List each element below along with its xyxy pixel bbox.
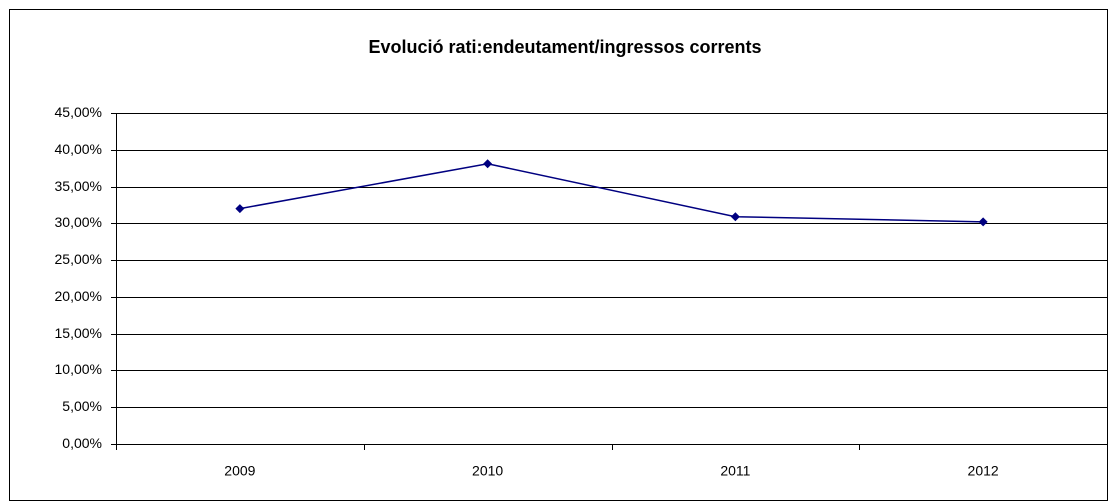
y-tick-label: 35,00% bbox=[55, 178, 102, 194]
data-point bbox=[978, 217, 988, 227]
chart-title: Evolució rati:endeutament/ingressos corr… bbox=[368, 37, 761, 57]
y-tick-label: 0,00% bbox=[62, 435, 102, 451]
chart-border bbox=[9, 9, 1108, 501]
y-tick-label: 25,00% bbox=[55, 251, 102, 267]
data-point bbox=[483, 159, 493, 169]
series-line bbox=[239, 162, 984, 223]
x-tick-label: 2010 bbox=[472, 463, 503, 479]
y-tick-label: 15,00% bbox=[55, 325, 102, 341]
data-point bbox=[235, 204, 245, 214]
x-tick-label: 2009 bbox=[224, 463, 255, 479]
y-tick-label: 40,00% bbox=[55, 141, 102, 157]
x-tick-label: 2012 bbox=[968, 463, 999, 479]
y-tick-label: 5,00% bbox=[62, 398, 102, 414]
y-tick-label: 30,00% bbox=[55, 214, 102, 230]
y-tick-label: 10,00% bbox=[55, 361, 102, 377]
data-point bbox=[730, 212, 740, 222]
y-tick-label: 45,00% bbox=[55, 104, 102, 120]
x-tick-label: 2011 bbox=[720, 463, 750, 479]
y-tick-label: 20,00% bbox=[55, 288, 102, 304]
